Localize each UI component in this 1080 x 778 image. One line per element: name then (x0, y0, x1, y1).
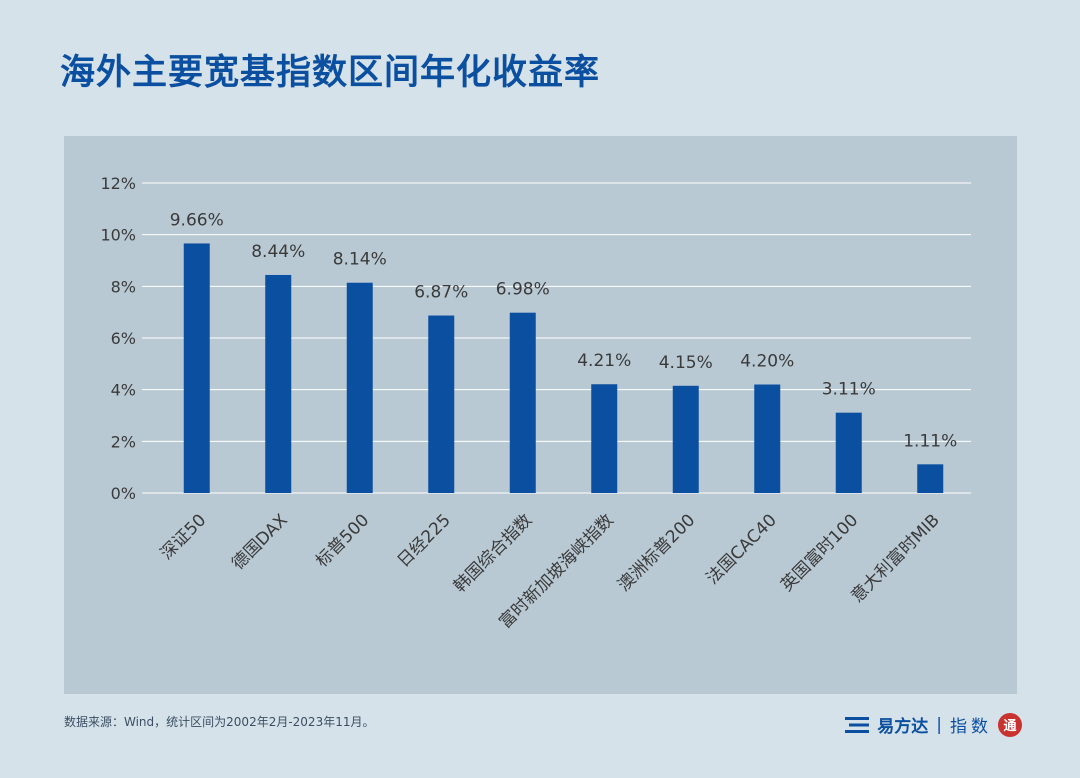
chart-panel: 0% 2% 4% 6% 8% 10% 12% 9.66% 深证50 8.44% 德国DAX 8.14%… (64, 136, 1017, 694)
source-note: 数据来源：Wind，统计区间为2002年2月-2023年11月。 (64, 715, 375, 729)
x-tick-label: 深证50 (157, 510, 210, 563)
data-label: 8.14% (333, 250, 387, 270)
x-tick-label: 英国富时100 (777, 510, 862, 595)
data-label: 6.98% (496, 280, 550, 300)
bar (428, 315, 455, 493)
data-label: 8.44% (251, 242, 305, 262)
bar (591, 384, 618, 493)
data-label: 9.66% (170, 210, 224, 230)
data-label: 3.11% (822, 380, 876, 400)
x-tick-label: 日经225 (394, 510, 455, 571)
brand-seal-icon: 通 (998, 712, 1022, 737)
bar (183, 243, 210, 493)
y-tick-label: 2% (111, 432, 136, 451)
data-label: 1.11% (903, 431, 957, 451)
bar (917, 464, 944, 493)
x-tick-label: 德国DAX (228, 510, 292, 574)
data-label: 4.15% (659, 353, 713, 373)
y-tick-label: 0% (111, 484, 136, 503)
y-tick-label: 8% (111, 277, 136, 296)
brand-sub: 指数 (950, 717, 992, 737)
bar (509, 312, 536, 493)
data-label: 4.21% (577, 351, 631, 371)
x-tick-label: 韩国综合指数 (450, 510, 536, 596)
x-tick-label: 标普500 (312, 510, 373, 571)
bar (265, 274, 292, 493)
brand-separator: | (936, 714, 942, 735)
brand-logo: 易方达 | 指数 通 (845, 712, 1022, 737)
y-tick-label: 4% (111, 381, 136, 400)
bar (346, 282, 373, 493)
y-tick-label: 12% (100, 174, 136, 193)
data-label: 6.87% (414, 283, 468, 303)
efund-logo-icon (845, 716, 870, 733)
data-label: 4.20% (740, 352, 794, 372)
brand-name: 易方达 (877, 717, 929, 737)
chart-title: 海外主要宽基指数区间年化收益率 (60, 53, 601, 93)
bar (754, 384, 781, 493)
y-tick-label: 6% (111, 329, 136, 348)
y-tick-label: 10% (100, 226, 136, 245)
bar-chart: 0% 2% 4% 6% 8% 10% 12% 9.66% 深证50 8.44% 德国DAX 8.14%… (100, 174, 971, 633)
bar (672, 385, 699, 493)
x-tick-label: 澳洲标普200 (614, 510, 699, 595)
bar (835, 412, 862, 493)
x-tick-label: 法国CAC40 (703, 510, 781, 588)
